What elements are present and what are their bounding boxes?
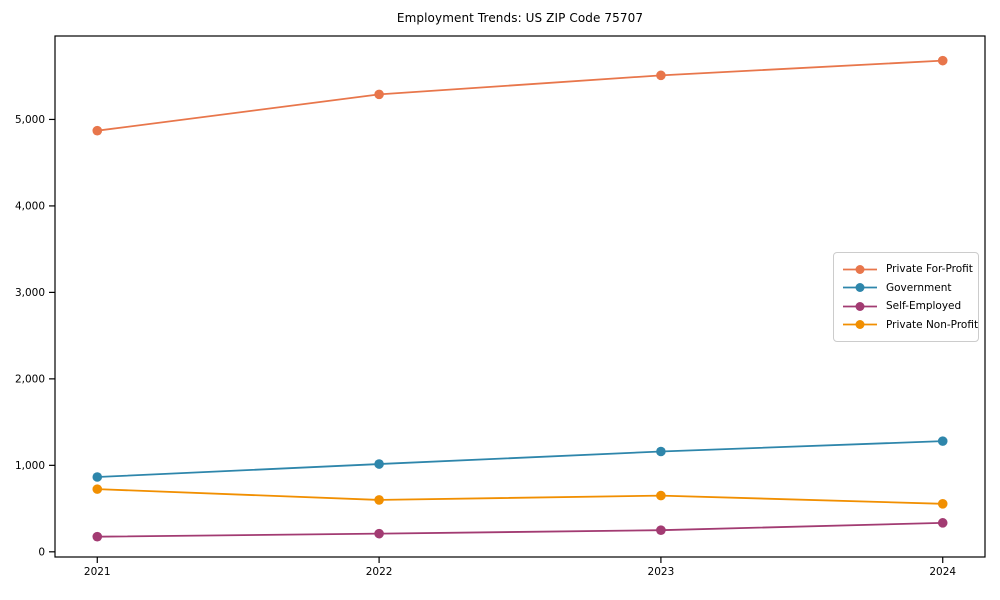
- y-axis-tick-label: 1,000: [15, 460, 45, 472]
- data-point-government-2022: [374, 459, 384, 469]
- data-point-private-non-profit-2023: [656, 490, 666, 501]
- data-point-private-non-profit-2024: [937, 499, 948, 509]
- legend-item-private-for-profit: Private For-Profit: [843, 260, 973, 278]
- legend-label: Private Non-Profit: [886, 318, 979, 331]
- legend-label: Self-Employed: [886, 300, 962, 313]
- data-point-private-non-profit-2021: [92, 484, 103, 494]
- data-point-government-2023: [656, 446, 666, 457]
- data-point-private-for-profit-2021: [92, 125, 103, 136]
- legend-line-marker-icon: [843, 283, 877, 293]
- data-point-private-for-profit-2022: [374, 89, 384, 100]
- y-axis-tick-label: 5,000: [15, 114, 45, 126]
- legend-item-government: Government: [843, 279, 969, 297]
- y-axis-tick-label: 0: [38, 546, 45, 558]
- legend-line-marker-icon: [843, 301, 877, 311]
- y-axis-tick-label: 4,000: [15, 200, 45, 212]
- series-line-private-non-profit: [97, 488, 943, 505]
- legend: Private For-Profit Government Self-Employe…: [833, 252, 979, 342]
- x-axis-tick-label: 2023: [648, 566, 675, 578]
- series-line-government: [97, 440, 943, 478]
- series-line-private-for-profit: [97, 59, 943, 132]
- data-point-self-employed-2021: [92, 531, 103, 542]
- data-point-government-2021: [92, 472, 103, 482]
- legend-item-private-non-profit: Private Non-Profit: [843, 316, 978, 334]
- legend-label: Private For-Profit: [886, 263, 973, 275]
- y-axis-tick-label: 3,000: [15, 287, 45, 299]
- data-point-private-for-profit-2024: [937, 55, 948, 66]
- legend-line-marker-icon: [843, 320, 877, 330]
- legend-label: Government: [886, 281, 952, 294]
- data-point-self-employed-2024: [937, 518, 948, 528]
- data-point-self-employed-2022: [374, 528, 384, 539]
- series-line-self-employed: [97, 521, 943, 538]
- plot-border: [54, 35, 986, 558]
- data-point-self-employed-2023: [656, 525, 666, 535]
- data-point-private-non-profit-2022: [374, 495, 384, 505]
- data-point-private-for-profit-2023: [656, 70, 666, 81]
- data-point-government-2024: [937, 436, 948, 446]
- chart-title: Employment Trends: US ZIP Code 75707: [396, 11, 644, 25]
- x-axis-tick-label: 2024: [929, 566, 956, 578]
- legend-line-marker-icon: [843, 264, 877, 274]
- y-axis-tick-label: 2,000: [15, 373, 45, 385]
- legend-item-self-employed: Self-Employed: [843, 297, 969, 315]
- x-axis-tick-label: 2021: [84, 566, 111, 578]
- x-axis-tick-label: 2022: [366, 566, 393, 578]
